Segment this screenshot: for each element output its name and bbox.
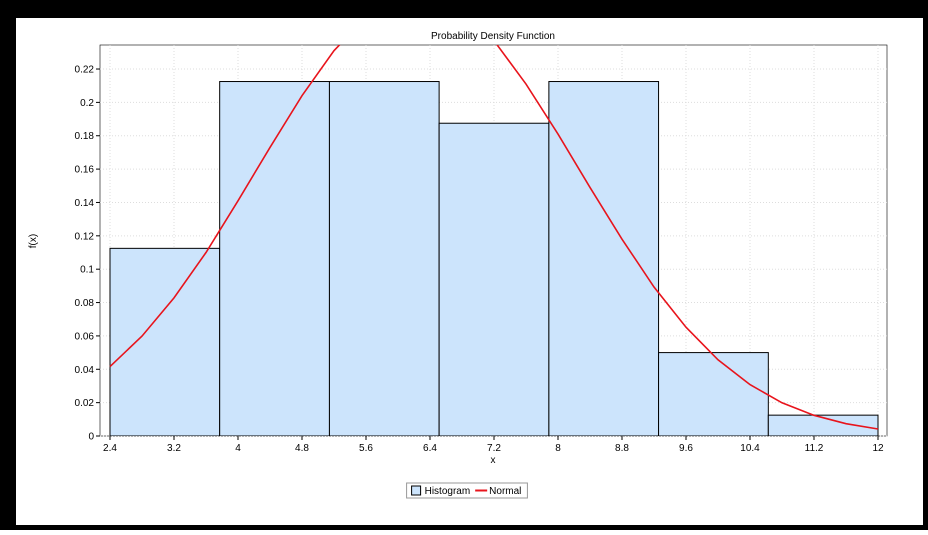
x-tick-label: 5.6 (359, 443, 373, 454)
x-axis-label: x (491, 455, 496, 466)
bar (438, 122, 550, 436)
y-tick-label: 0.22 (75, 65, 95, 76)
axes: 0 0.02 0.04 0.06 0.08 0.1 0.12 0.14 0.16 0.18 0.2 0… (75, 65, 884, 454)
y-tick-label: 0.02 (75, 398, 95, 409)
y-tick-label: 0.2 (80, 98, 94, 109)
y-tick-label: 0.04 (75, 365, 95, 376)
y-tick-label: 0.08 (75, 298, 95, 309)
x-tick-label: 8 (555, 443, 561, 454)
legend-swatch (411, 485, 422, 496)
bar (658, 352, 769, 436)
bar (219, 81, 330, 436)
x-tick-label: 10.4 (740, 443, 760, 454)
x-tick-label: 12 (872, 443, 884, 454)
y-tick-label: 0.1 (80, 265, 94, 276)
x-tick-label: 8.8 (615, 443, 629, 454)
x-tick-label: 2.4 (103, 443, 117, 454)
x-tick-label: 4 (235, 443, 241, 454)
y-tick-label: 0.06 (75, 331, 95, 342)
bar (109, 247, 221, 436)
y-tick-label: 0.16 (75, 165, 95, 176)
legend-label: Histogram (425, 486, 471, 497)
x-tick-label: 6.4 (423, 443, 437, 454)
y-tick-label: 0 (88, 432, 94, 443)
x-tick-label: 7.2 (487, 443, 501, 454)
marks (109, 45, 879, 436)
x-tick-label: 4.8 (295, 443, 309, 454)
y-tick-label: 0.14 (75, 198, 95, 209)
x-tick-label: 11.2 (805, 443, 824, 454)
legend-label: Normal (489, 486, 521, 497)
bar (548, 81, 660, 436)
y-tick-label: 0.18 (75, 131, 95, 142)
bar (767, 414, 879, 436)
y-axis-label: f(x) (28, 234, 39, 248)
x-tick-label: 9.6 (679, 443, 693, 454)
x-tick-label: 3.2 (167, 443, 181, 454)
legend-box (406, 482, 528, 499)
line (109, 45, 879, 430)
legend: Histogram Normal (406, 482, 528, 499)
chart-title: Probability Density Function (431, 31, 555, 42)
y-tick-label: 0.12 (75, 231, 95, 242)
bar (328, 81, 440, 436)
